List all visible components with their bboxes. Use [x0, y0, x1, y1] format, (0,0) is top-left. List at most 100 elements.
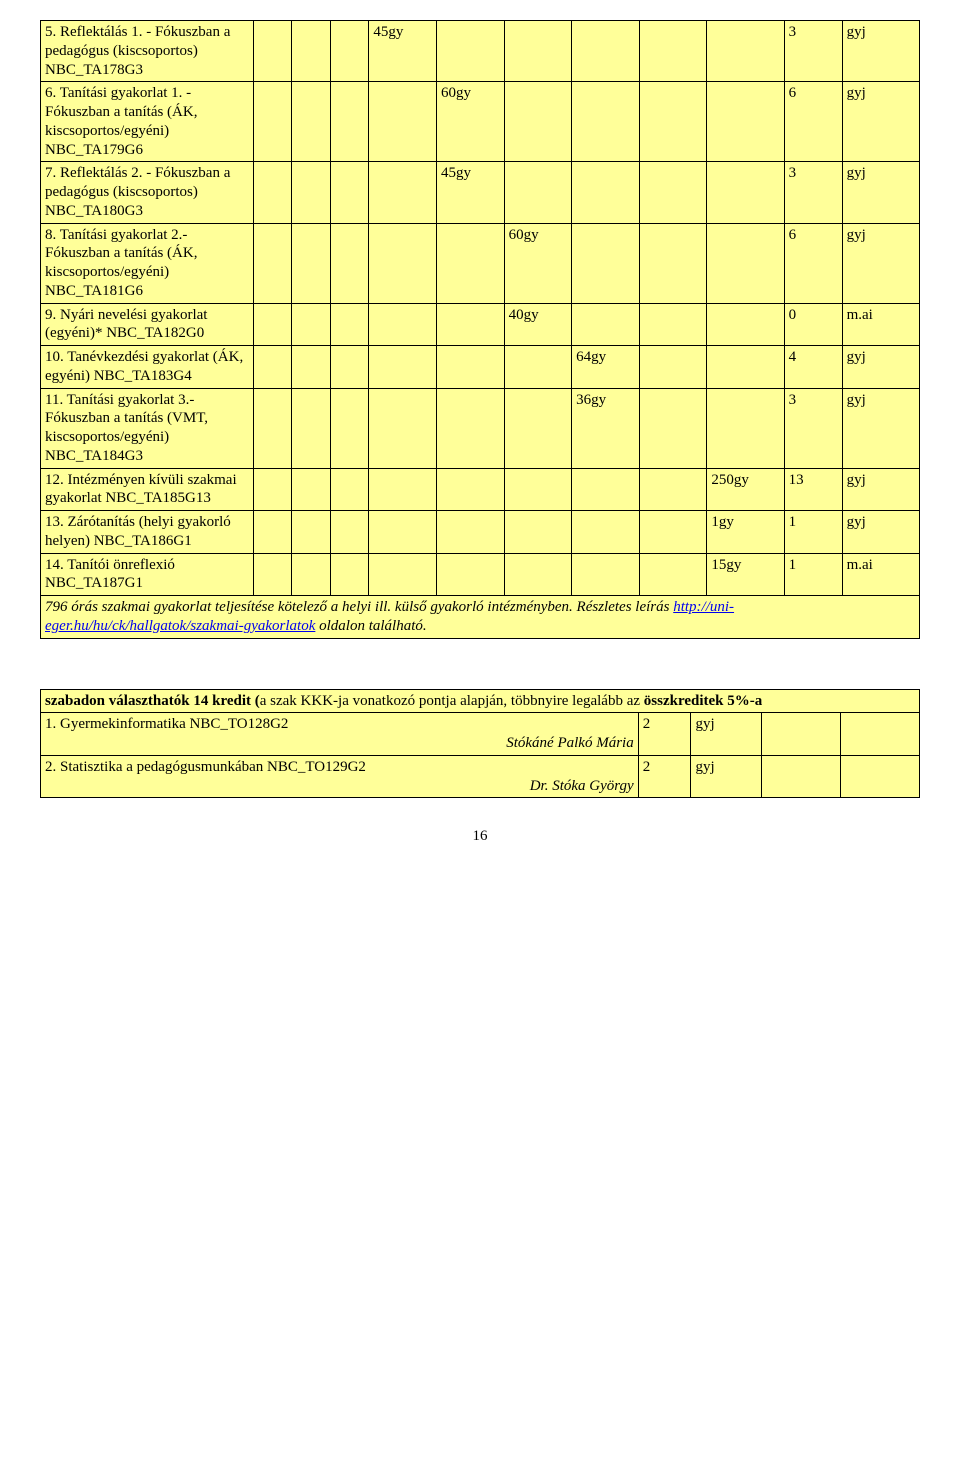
course-description: 9. Nyári nevelési gyakorlat (egyéni)* NB… — [41, 303, 254, 346]
empty-cell — [253, 223, 292, 303]
empty-cell — [707, 303, 784, 346]
empty-cell — [253, 553, 292, 596]
course-description: 12. Intézményen kívüli szakmai gyakorlat… — [41, 468, 254, 511]
empty-cell — [292, 82, 331, 162]
empty-cell — [292, 303, 331, 346]
empty-cell — [639, 511, 707, 554]
empty-cell — [292, 346, 331, 389]
credit-cell: 1 — [784, 553, 842, 596]
empty-cell — [572, 511, 640, 554]
empty-cell — [369, 511, 437, 554]
table-row: 6. Tanítási gyakorlat 1. - Fókuszban a t… — [41, 82, 920, 162]
empty-cell — [504, 346, 572, 389]
empty-cell — [330, 21, 369, 82]
teacher-name: Dr. Stóka György — [45, 777, 634, 796]
page-number: 16 — [40, 828, 920, 845]
empty-cell — [369, 553, 437, 596]
empty-cell — [253, 346, 292, 389]
course-description: 11. Tanítási gyakorlat 3.- Fókuszban a t… — [41, 388, 254, 468]
empty-cell — [369, 223, 437, 303]
hours-cell: 36gy — [572, 388, 640, 468]
empty-cell — [292, 553, 331, 596]
empty-cell — [572, 82, 640, 162]
empty-cell — [436, 388, 504, 468]
empty-cell — [436, 511, 504, 554]
hours-cell: 250gy — [707, 468, 784, 511]
hours-cell: 64gy — [572, 346, 640, 389]
empty-cell — [840, 755, 919, 798]
table-row: 11. Tanítási gyakorlat 3.- Fókuszban a t… — [41, 388, 920, 468]
empty-cell — [253, 82, 292, 162]
section-header-row: szabadon választhatók 14 kredit (a szak … — [41, 689, 920, 713]
type-cell: m.ai — [842, 553, 919, 596]
empty-cell — [504, 82, 572, 162]
empty-cell — [639, 82, 707, 162]
course-description: 8. Tanítási gyakorlat 2.- Fókuszban a ta… — [41, 223, 254, 303]
type-cell: gyj — [842, 21, 919, 82]
empty-cell — [436, 346, 504, 389]
empty-cell — [330, 388, 369, 468]
empty-cell — [761, 713, 840, 756]
course-description: 6. Tanítási gyakorlat 1. - Fókuszban a t… — [41, 82, 254, 162]
empty-cell — [369, 82, 437, 162]
credit-cell: 3 — [784, 21, 842, 82]
type-cell: m.ai — [842, 303, 919, 346]
empty-cell — [504, 553, 572, 596]
empty-cell — [292, 21, 331, 82]
course-description: 10. Tanévkezdési gyakorlat (ÁK, egyéni) … — [41, 346, 254, 389]
empty-cell — [639, 162, 707, 223]
hours-cell: 40gy — [504, 303, 572, 346]
empty-cell — [572, 162, 640, 223]
credit-cell: 2 — [638, 713, 691, 756]
empty-cell — [253, 468, 292, 511]
empty-cell — [253, 162, 292, 223]
hours-cell: 15gy — [707, 553, 784, 596]
table-row: 5. Reflektálás 1. - Fókuszban a pedagógu… — [41, 21, 920, 82]
empty-cell — [253, 388, 292, 468]
table-row: 9. Nyári nevelési gyakorlat (egyéni)* NB… — [41, 303, 920, 346]
empty-cell — [436, 468, 504, 511]
type-cell: gyj — [842, 468, 919, 511]
empty-cell — [330, 346, 369, 389]
credit-cell: 3 — [784, 162, 842, 223]
empty-cell — [253, 511, 292, 554]
course-description: 14. Tanítói önreflexió NBC_TA187G1 — [41, 553, 254, 596]
empty-cell — [369, 468, 437, 511]
empty-cell — [292, 388, 331, 468]
type-cell: gyj — [691, 713, 761, 756]
empty-cell — [639, 553, 707, 596]
hours-cell: 60gy — [436, 82, 504, 162]
type-cell: gyj — [842, 223, 919, 303]
empty-cell — [572, 553, 640, 596]
section-header-cell: szabadon választhatók 14 kredit (a szak … — [41, 689, 920, 713]
empty-cell — [330, 553, 369, 596]
credit-cell: 6 — [784, 82, 842, 162]
empty-cell — [572, 468, 640, 511]
empty-cell — [330, 303, 369, 346]
empty-cell — [572, 303, 640, 346]
empty-cell — [292, 162, 331, 223]
table-row: 8. Tanítási gyakorlat 2.- Fókuszban a ta… — [41, 223, 920, 303]
course-description: 1. Gyermekinformatika NBC_TO128G2Stókáné… — [41, 713, 639, 756]
empty-cell — [504, 21, 572, 82]
type-cell: gyj — [842, 388, 919, 468]
credit-cell: 13 — [784, 468, 842, 511]
empty-cell — [330, 511, 369, 554]
empty-cell — [292, 223, 331, 303]
empty-cell — [436, 223, 504, 303]
credit-cell: 3 — [784, 388, 842, 468]
table-row: 10. Tanévkezdési gyakorlat (ÁK, egyéni) … — [41, 346, 920, 389]
empty-cell — [330, 162, 369, 223]
type-cell: gyj — [842, 82, 919, 162]
empty-cell — [436, 303, 504, 346]
empty-cell — [707, 223, 784, 303]
credit-cell: 2 — [638, 755, 691, 798]
empty-cell — [707, 346, 784, 389]
empty-cell — [639, 468, 707, 511]
table-row: 1. Gyermekinformatika NBC_TO128G2Stókáné… — [41, 713, 920, 756]
empty-cell — [369, 388, 437, 468]
empty-cell — [436, 21, 504, 82]
empty-cell — [761, 755, 840, 798]
footnote-cell: 796 órás szakmai gyakorlat teljesítése k… — [41, 596, 920, 639]
type-cell: gyj — [842, 346, 919, 389]
